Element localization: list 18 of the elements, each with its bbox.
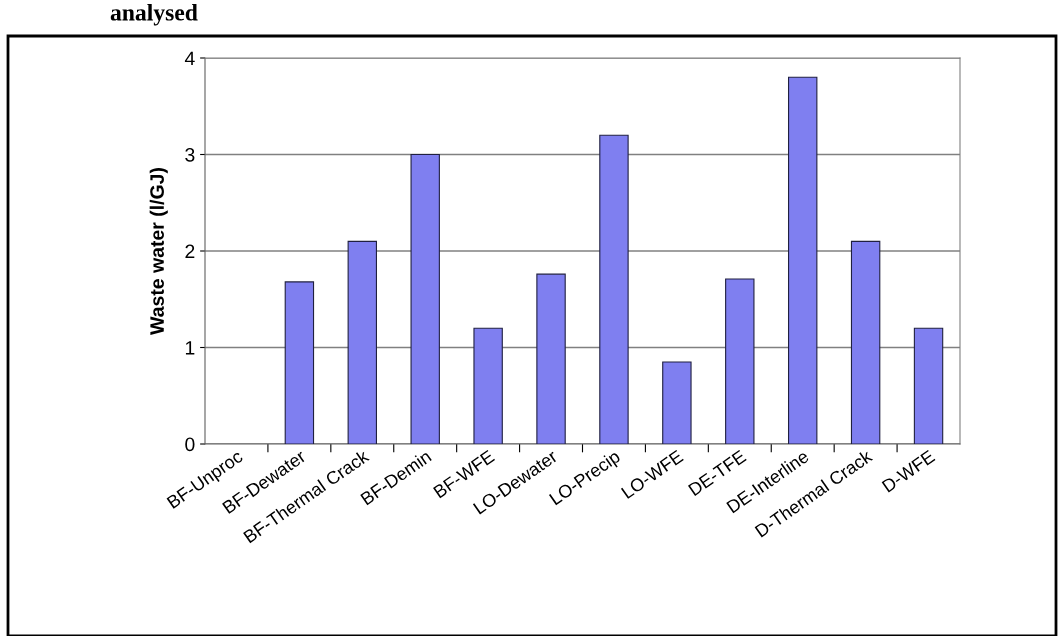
y-tick-label: 0 xyxy=(185,437,195,452)
y-tick-label: 2 xyxy=(185,244,195,259)
y-axis-title: Waste water (l/GJ) xyxy=(149,168,168,335)
text: analysed xyxy=(110,4,198,26)
y-tick-label: 3 xyxy=(185,147,195,162)
bar xyxy=(284,281,315,444)
bar xyxy=(787,76,818,444)
bar xyxy=(913,327,944,444)
y-tick-label: 4 xyxy=(184,51,195,66)
bar xyxy=(725,278,755,444)
bar xyxy=(850,240,881,444)
y-tick-label: 1 xyxy=(185,341,195,355)
bar xyxy=(410,153,440,444)
bar xyxy=(473,327,503,444)
bar xyxy=(536,273,566,444)
bar xyxy=(599,134,629,444)
bar xyxy=(662,361,692,444)
bar xyxy=(347,240,378,444)
